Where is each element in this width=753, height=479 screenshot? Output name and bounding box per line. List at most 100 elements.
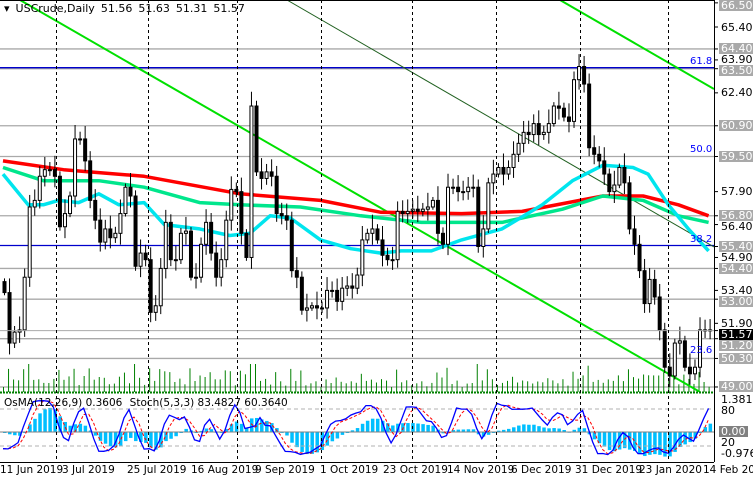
candle-bull: [78, 138, 83, 141]
osma-bar: [512, 427, 516, 432]
osma-bar: [310, 432, 314, 454]
fib-label: 50.0: [690, 143, 713, 155]
candle-bull: [370, 228, 375, 234]
osma-bar: [164, 432, 168, 442]
candle-bear: [652, 278, 657, 298]
candle-bear: [143, 252, 148, 261]
price-label: 60.90: [719, 119, 753, 132]
osma-bar: [572, 429, 577, 432]
osma-bar: [673, 432, 677, 452]
collapse-triangle-icon[interactable]: ▾: [4, 2, 10, 15]
osma-bar: [532, 424, 536, 432]
candle-bear: [335, 289, 340, 302]
osma-bar: [663, 432, 667, 457]
candle-bull: [365, 232, 370, 241]
osma-bar: [360, 423, 365, 432]
candle-bull: [420, 208, 425, 212]
candle-bear: [234, 188, 239, 193]
osma-bar: [315, 432, 319, 453]
osma-bar: [547, 428, 551, 432]
osma-bar: [386, 423, 390, 432]
osma-bar: [602, 432, 607, 447]
candle-bull: [551, 105, 556, 125]
osma-bar: [335, 432, 340, 439]
osma-bar: [653, 432, 657, 455]
osma-bar: [325, 432, 330, 446]
osma-bar: [607, 432, 612, 451]
osma-bar: [174, 432, 178, 437]
candle-bear: [269, 171, 274, 177]
candle-bull: [506, 166, 511, 175]
chart-header: ▾ USCrude,Daily 51.56 51.63 51.31 51.57: [4, 2, 251, 15]
osma-bar: [48, 407, 52, 432]
candle-bear: [556, 105, 561, 109]
osma-bar: [260, 419, 264, 432]
osma-bar: [486, 432, 491, 435]
osma-bar: [441, 432, 445, 434]
sub-axis-zero: 0.00: [719, 425, 748, 438]
candle-bull: [47, 169, 52, 172]
candle-bear: [687, 366, 692, 375]
osma-bar: [305, 432, 309, 455]
candle-bull: [229, 188, 234, 221]
fib-label: 38.2: [690, 233, 713, 245]
date-label: 14 Feb 2020: [703, 464, 753, 476]
candle-bull: [224, 219, 229, 261]
candle-bull: [42, 169, 47, 177]
osma-bar: [154, 432, 158, 450]
candle-bear: [244, 232, 249, 258]
candle-bull: [486, 182, 491, 230]
candle-bear: [108, 228, 113, 239]
osma-bar: [431, 425, 435, 432]
osma-bar: [68, 425, 73, 432]
candle-bear: [501, 166, 506, 175]
price-label: 54.90: [721, 251, 753, 264]
candle-bull: [27, 206, 32, 278]
candle-bull: [304, 307, 309, 311]
candle-bear: [415, 208, 420, 212]
osma-bar: [38, 413, 42, 432]
candle-bear: [188, 230, 193, 278]
trendline-channel-lower: [19, 0, 701, 392]
price-label: 56.40: [721, 220, 753, 233]
osma-bar: [249, 418, 254, 432]
candle-bull: [390, 259, 395, 262]
osma-bar: [8, 432, 12, 435]
osma-bar: [406, 423, 410, 432]
candle-bull: [340, 287, 345, 302]
candle-bull: [405, 210, 410, 215]
open-value: 51.56: [100, 2, 133, 15]
candle-bear: [526, 131, 531, 136]
osma-bar: [88, 430, 93, 432]
price-label: 51.57: [719, 328, 753, 341]
osma-bar: [73, 424, 78, 432]
candle-bear: [279, 213, 284, 217]
candle-bear: [299, 276, 304, 311]
candle-bull: [692, 366, 697, 375]
osma-bar: [13, 432, 17, 436]
candle-bear: [98, 219, 103, 243]
candle-bull: [249, 105, 254, 258]
candle-bear: [385, 254, 390, 261]
candle-bear: [597, 153, 602, 162]
sub-axis-20: 20: [721, 436, 735, 449]
sub-axis-80: 80: [721, 404, 735, 417]
candle-bull: [173, 259, 178, 262]
candle-bear: [52, 169, 57, 177]
candle-bear: [627, 182, 632, 230]
main-plot: [0, 0, 714, 392]
osma-bar: [234, 421, 239, 432]
candle-bull: [672, 342, 677, 377]
candle-bull: [68, 195, 73, 215]
osma-bar: [300, 432, 304, 452]
price-label: 63.50: [719, 64, 753, 77]
candle-bull: [62, 213, 67, 228]
stoch-signal-line: [2, 400, 710, 455]
date-label: 6 Dec 2019: [511, 464, 572, 476]
candle-bear: [128, 186, 133, 197]
candle-bull: [466, 186, 471, 193]
indicator-header: OsMA(12,26,9) 0.3606 Stoch(5,3,3) 83.482…: [4, 397, 292, 409]
candle-bull: [138, 252, 143, 267]
